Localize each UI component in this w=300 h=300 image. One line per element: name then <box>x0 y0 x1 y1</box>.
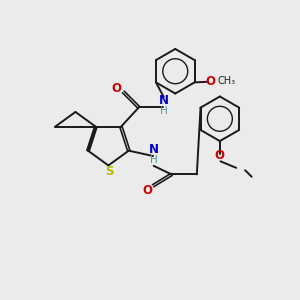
Text: O: O <box>112 82 122 95</box>
Text: O: O <box>142 184 152 197</box>
Text: N: N <box>159 94 169 107</box>
Text: O: O <box>205 75 215 88</box>
Text: N: N <box>149 143 159 156</box>
Text: O: O <box>215 149 225 162</box>
Text: S: S <box>105 166 113 178</box>
Text: H: H <box>160 106 168 116</box>
Text: CH₃: CH₃ <box>217 76 235 86</box>
Text: H: H <box>150 154 158 165</box>
